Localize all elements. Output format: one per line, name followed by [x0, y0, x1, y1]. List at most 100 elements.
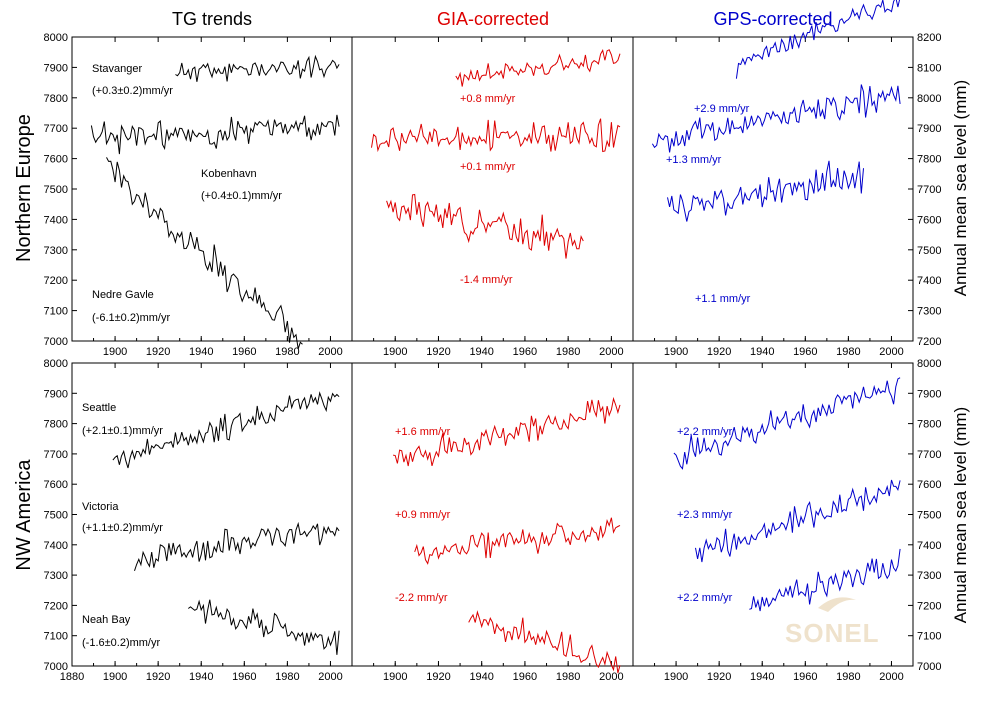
trend-label-kobenhavn-gia: +0.1 mm/yr	[460, 161, 516, 173]
y-tick-label-left: 7700	[44, 123, 68, 135]
x-tick-label: 1900	[664, 671, 688, 683]
y-tick-label-left: 7700	[44, 449, 68, 461]
y-tick-label-right: 7500	[917, 245, 941, 257]
y-tick-label-right: 7900	[917, 123, 941, 135]
row-title-northern-europe: Northern Europe	[13, 114, 35, 262]
trend-label-neah-bay: (-1.6±0.2)mm/yr	[82, 637, 160, 649]
trend-label-nedre-gavle-gps: +1.1 mm/yr	[695, 293, 751, 305]
series-line-victoria	[134, 521, 340, 571]
x-tick-label: 1940	[750, 671, 774, 683]
x-tick-label: 1980	[556, 671, 580, 683]
y-tick-label-right: 7300	[917, 570, 941, 582]
y-tick-label-left: 7300	[44, 570, 68, 582]
y-tick-label-right: 8200	[917, 32, 941, 44]
trend-label-victoria-gps: +2.3 mm/yr	[677, 509, 733, 521]
x-tick-label: 1940	[469, 671, 493, 683]
station-label-neah-bay: Neah Bay	[82, 614, 131, 626]
trend-label-victoria-gia: +0.9 mm/yr	[395, 509, 451, 521]
x-tick-label: 1900	[103, 671, 127, 683]
trend-label-neah-bay-gia: -2.2 mm/yr	[395, 592, 448, 604]
series-line-neah-bay-gps	[749, 548, 901, 612]
y-tick-label-right: 8000	[917, 93, 941, 105]
station-label-nedre-gavle: Nedre Gavle	[92, 289, 154, 301]
column-title-gia: GIA-corrected	[437, 9, 549, 29]
x-tick-label: 2000	[879, 671, 903, 683]
y-tick-label-right: 7800	[917, 419, 941, 431]
y-tick-label-left: 7800	[44, 419, 68, 431]
sonel-logo-swoosh	[818, 597, 856, 612]
y-tick-label-left: 7500	[44, 510, 68, 522]
y-tick-label-right: 7000	[917, 661, 941, 673]
x-tick-label: 1920	[426, 671, 450, 683]
series-line-victoria-gps	[695, 479, 901, 563]
series-line-nedre-gavle-gia	[386, 193, 584, 259]
y-tick-label-left: 7400	[44, 540, 68, 552]
series-line-stavanger-gps	[735, 0, 900, 79]
x-tick-label: 1920	[707, 671, 731, 683]
x-tick-label: 1980	[275, 346, 299, 358]
series-line-victoria-gia	[414, 517, 621, 565]
y-tick-label-left: 8000	[44, 358, 68, 370]
x-tick-label: 1980	[836, 346, 860, 358]
y-tick-label-left: 7600	[44, 479, 68, 491]
y-tick-label-right: 7200	[917, 600, 941, 612]
trend-label-stavanger-gps: +2.9 mm/yr	[694, 103, 750, 115]
x-tick-label: 1980	[556, 346, 580, 358]
right-axis-label-top: Annual mean sea level (mm)	[951, 80, 970, 296]
station-label-kobenhavn: Kobenhavn	[201, 168, 257, 180]
station-label-seattle: Seattle	[82, 402, 116, 414]
series-line-neah-bay-gia	[468, 610, 621, 674]
y-tick-label-left: 7000	[44, 336, 68, 348]
x-tick-label: 1980	[836, 671, 860, 683]
trend-label-seattle-gia: +1.6 mm/yr	[395, 426, 451, 438]
x-tick-label: 1900	[383, 671, 407, 683]
y-tick-label-left: 7000	[44, 661, 68, 673]
column-title-tg: TG trends	[172, 9, 252, 29]
y-tick-label-left: 7600	[44, 154, 68, 166]
y-tick-label-right: 7800	[917, 154, 941, 166]
x-tick-label: 2000	[599, 671, 623, 683]
trend-label-seattle: (+2.1±0.1)mm/yr	[82, 425, 163, 437]
x-tick-label: 1920	[426, 346, 450, 358]
trend-label-stavanger-gia: +0.8 mm/yr	[460, 93, 516, 105]
plot-area: 1900 1920 1940 1960 1980 2000 7000 7100 7200 7300…	[44, 0, 941, 683]
x-tick-label: 1940	[189, 346, 213, 358]
y-tick-label-left: 7800	[44, 93, 68, 105]
series-line-nedre-gavle-gps	[667, 160, 864, 222]
x-tick-label: 1920	[707, 346, 731, 358]
y-tick-label-left: 7900	[44, 62, 68, 74]
y-tick-label-left: 7300	[44, 245, 68, 257]
x-tick-label: 1880	[60, 671, 84, 683]
y-tick-label-left: 7100	[44, 631, 68, 643]
x-tick-label: 2000	[318, 671, 342, 683]
top-gia-panel-frame	[351, 36, 634, 342]
x-tick-label: 1960	[513, 671, 537, 683]
series-line-nedre-gavle	[106, 157, 303, 349]
y-tick-label-left: 7500	[44, 184, 68, 196]
row-title-nw-america: NW America	[13, 459, 35, 571]
x-tick-label: 1900	[383, 346, 407, 358]
trend-label-nedre-gavle: (-6.1±0.2)mm/yr	[92, 312, 170, 324]
y-tick-label-right: 7300	[917, 306, 941, 318]
x-tick-label: 1920	[146, 346, 170, 358]
series-line-neah-bay	[188, 599, 340, 655]
station-label-victoria: Victoria	[82, 501, 119, 513]
column-title-gps: GPS-corrected	[713, 9, 832, 29]
y-tick-label-right: 7700	[917, 449, 941, 461]
trend-label-seattle-gps: +2.2 mm/yr	[677, 426, 733, 438]
sonel-watermark-text: SONEL	[785, 618, 880, 648]
y-tick-label-right: 7100	[917, 631, 941, 643]
x-tick-label: 1960	[793, 346, 817, 358]
y-tick-label-right: 7600	[917, 214, 941, 226]
series-line-kobenhavn-gps	[651, 84, 901, 153]
series-line-stavanger	[175, 54, 340, 82]
y-tick-label-right: 7900	[917, 388, 941, 400]
trend-label-victoria: (+1.1±0.2)mm/yr	[82, 522, 163, 534]
station-label-stavanger: Stavanger	[92, 63, 142, 75]
x-tick-label: 1980	[275, 671, 299, 683]
trend-label-stavanger: (+0.3±0.2)mm/yr	[92, 85, 173, 97]
x-tick-label: 2000	[879, 346, 903, 358]
x-tick-label: 1940	[469, 346, 493, 358]
right-axis-label-bottom: Annual mean sea level (mm)	[951, 407, 970, 623]
y-tick-label-right: 7200	[917, 336, 941, 348]
